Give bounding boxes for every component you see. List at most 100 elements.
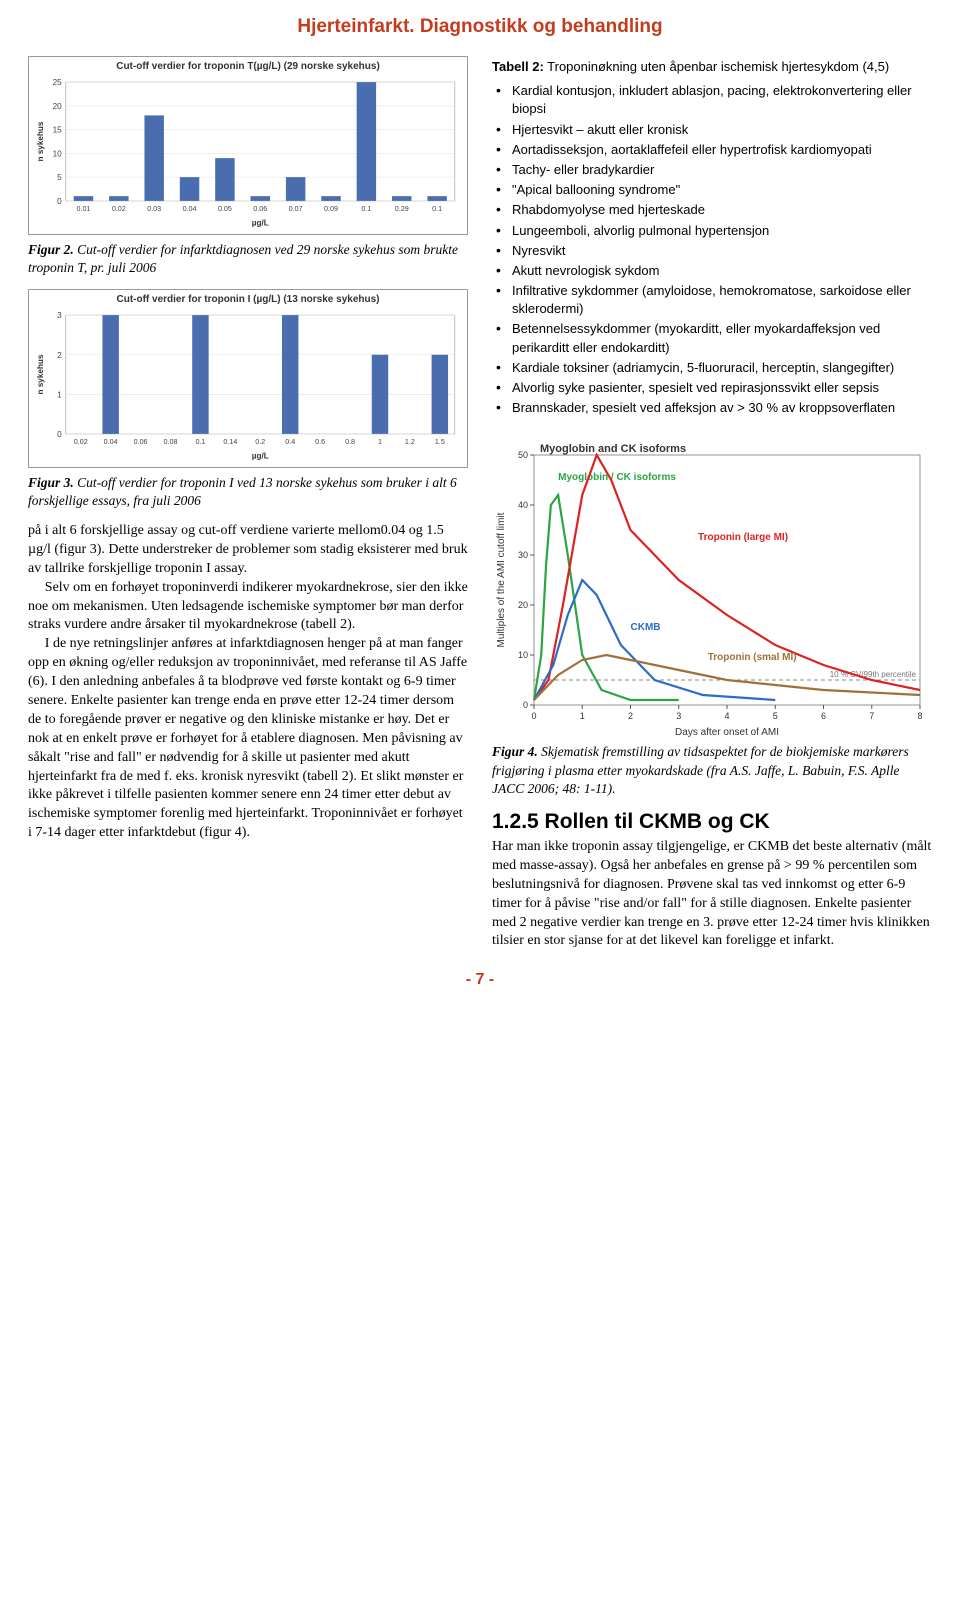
svg-text:10: 10 [518,650,528,660]
svg-text:6: 6 [821,711,826,721]
table2-title-rest: Troponinøkning uten åpenbar ischemisk hj… [544,59,889,74]
fig2-caption-label: Figur 2. [28,242,74,257]
svg-text:0.2: 0.2 [255,438,265,446]
svg-text:50: 50 [518,450,528,460]
svg-text:0.01: 0.01 [76,205,90,213]
table2-item: Alvorlig syke pasienter, spesielt ved re… [494,379,928,397]
svg-text:n sykehus: n sykehus [36,354,45,394]
svg-text:0.05: 0.05 [218,205,232,213]
svg-text:2: 2 [628,711,633,721]
table2-item: Kardiale toksiner (adriamycin, 5-fluorur… [494,359,928,377]
svg-text:0.09: 0.09 [324,205,338,213]
fig3-chart: Cut-off verdier for troponin I (µg/L) (1… [28,289,468,468]
svg-text:15: 15 [53,126,63,135]
svg-text:1: 1 [378,438,382,446]
svg-text:0.03: 0.03 [147,205,161,213]
svg-text:0.04: 0.04 [104,438,118,446]
table2-item: Tachy- eller bradykardier [494,161,928,179]
svg-text:0.1: 0.1 [432,205,442,213]
svg-text:0.1: 0.1 [361,205,371,213]
svg-text:µg/L: µg/L [252,218,269,227]
svg-text:µg/L: µg/L [252,451,269,460]
fig2-chart: Cut-off verdier for troponin T(µg/L) (29… [28,56,468,235]
svg-text:Days after onset of AMI: Days after onset of AMI [675,727,779,738]
svg-text:5: 5 [57,173,62,182]
svg-text:3: 3 [676,711,681,721]
fig4-caption-text: Skjematisk fremstilling av tidsaspektet … [492,744,909,795]
svg-text:0.06: 0.06 [253,205,267,213]
svg-text:0.1: 0.1 [195,438,205,446]
two-column-layout: Cut-off verdier for troponin T(µg/L) (29… [28,56,932,951]
fig2-caption-text: Cut-off verdier for infarktdiagnosen ved… [28,242,458,275]
table2-title: Tabell 2: Troponinøkning uten åpenbar is… [492,58,928,76]
svg-text:CKMB: CKMB [631,622,661,633]
right-column: Tabell 2: Troponinøkning uten åpenbar is… [492,56,932,951]
left-p1: på i alt 6 forskjellige assay og cut-off… [28,522,468,579]
table2-item: Infiltrative sykdommer (amyloidose, hemo… [494,282,928,318]
svg-text:1: 1 [580,711,585,721]
left-p3: I de nye retningslinjer anføres at infar… [28,635,468,843]
fig4-svg: Myoglobin and CK isoforms010203040500123… [492,439,932,739]
svg-text:0.04: 0.04 [183,205,197,213]
svg-text:20: 20 [53,102,63,111]
svg-text:30: 30 [518,550,528,560]
svg-text:Myoglobin / CK isoforms: Myoglobin / CK isoforms [558,472,676,483]
svg-text:4: 4 [724,711,729,721]
svg-text:0.02: 0.02 [112,205,126,213]
svg-text:25: 25 [53,78,63,87]
fig2-chart-title: Cut-off verdier for troponin T(µg/L) (29… [33,61,463,72]
table2-item: Aortadisseksjon, aortaklaffefeil eller h… [494,141,928,159]
fig3-caption-label: Figur 3. [28,475,74,490]
svg-text:5: 5 [773,711,778,721]
table2-item: Hjertesvikt – akutt eller kronisk [494,121,928,139]
svg-text:0.8: 0.8 [345,438,355,446]
section-heading: 1.2.5 Rollen til CKMB og CK [492,810,932,834]
table2-item: Lungeemboli, alvorlig pulmonal hypertens… [494,222,928,240]
fig2-svg: 0 5 10 15 20 25 0.01 0.02 0.03 0.04 0.05 0.06 0.07 0.… [33,76,463,230]
svg-text:10: 10 [53,149,63,158]
svg-text:0.14: 0.14 [223,438,237,446]
table2-item: Akutt nevrologisk sykdom [494,262,928,280]
left-body-text: på i alt 6 forskjellige assay og cut-off… [28,522,468,843]
svg-text:Troponin (large MI): Troponin (large MI) [698,532,788,543]
table2-item: Nyresvikt [494,242,928,260]
svg-text:0.07: 0.07 [289,205,303,213]
svg-text:8: 8 [917,711,922,721]
svg-text:0: 0 [523,700,528,710]
svg-text:1.2: 1.2 [405,438,415,446]
fig3-svg: 01230.020.040.060.080.10.140.20.40.60.81… [33,309,463,463]
svg-text:1: 1 [57,390,62,399]
svg-text:7: 7 [869,711,874,721]
table2-list: Kardial kontusjon, inkludert ablasjon, p… [492,82,928,417]
svg-text:0: 0 [57,197,62,206]
svg-text:40: 40 [518,500,528,510]
right-body-text: Har man ikke troponin assay tilgjengelig… [492,838,932,951]
svg-text:0.29: 0.29 [395,205,409,213]
svg-text:0.4: 0.4 [285,438,295,446]
table2-item: Kardial kontusjon, inkludert ablasjon, p… [494,82,928,118]
svg-text:2: 2 [57,351,62,360]
fig4-caption: Figur 4. Skjematisk fremstilling av tids… [492,743,932,798]
table2-label: Tabell 2: [492,59,544,74]
svg-text:Multiples of the AMI cutoff li: Multiples of the AMI cutoff limit [496,513,507,648]
svg-text:0.06: 0.06 [134,438,148,446]
fig4-caption-label: Figur 4. [492,744,538,759]
page-title: Hjerteinfarkt. Diagnostikk og behandling [28,16,932,38]
svg-text:n sykehus: n sykehus [36,121,45,161]
fig3-chart-title: Cut-off verdier for troponin I (µg/L) (1… [33,294,463,305]
svg-text:Troponin (smal MI): Troponin (smal MI) [708,652,797,663]
svg-text:20: 20 [518,600,528,610]
svg-text:0.6: 0.6 [315,438,325,446]
table2-item: Brannskader, spesielt ved affeksjon av >… [494,399,928,417]
table2-item: "Apical ballooning syndrome" [494,181,928,199]
fig3-caption-text: Cut-off verdier for troponin I ved 13 no… [28,475,457,508]
svg-text:0.02: 0.02 [74,438,88,446]
page-number: - 7 - [28,971,932,989]
fig2-caption: Figur 2. Cut-off verdier for infarktdiag… [28,241,468,277]
fig4-chart: Myoglobin and CK isoforms010203040500123… [492,439,932,739]
left-p2: Selv om en forhøyet troponinverdi indike… [28,579,468,636]
fig3-caption: Figur 3. Cut-off verdier for troponin I … [28,474,468,510]
left-column: Cut-off verdier for troponin T(µg/L) (29… [28,56,468,951]
table2-item: Betennelsessykdommer (myokarditt, eller … [494,320,928,356]
svg-text:0.08: 0.08 [164,438,178,446]
